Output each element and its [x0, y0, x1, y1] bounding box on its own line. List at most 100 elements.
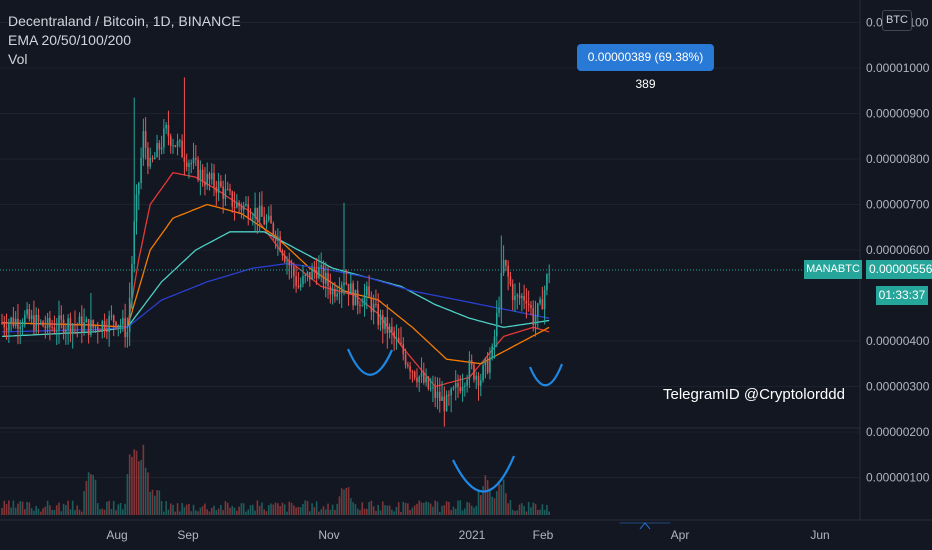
volume-bar [103, 509, 106, 515]
volume-bar [338, 496, 341, 515]
price-axis[interactable]: 0.000011000.000010000.000009000.00000800… [866, 15, 930, 484]
volume-bar [222, 510, 224, 515]
candle-body [272, 223, 275, 235]
candle-body [181, 140, 183, 158]
volume-bar [153, 495, 156, 515]
pattern-arc [528, 363, 564, 387]
price-tick-label: 0.00000200 [866, 425, 930, 439]
candle-body [74, 324, 76, 326]
volume-bar [17, 503, 19, 515]
volume-bar [65, 504, 67, 515]
legend-volume[interactable]: Vol [8, 51, 28, 67]
candle-body [530, 305, 532, 309]
volume-bar [176, 503, 179, 515]
volume-bar [516, 510, 519, 515]
candle-body [525, 300, 528, 304]
candle-body [188, 163, 190, 167]
candle-body [413, 371, 416, 378]
candle-body [459, 387, 462, 392]
candle-body [69, 318, 72, 333]
volume-bar [270, 503, 272, 515]
volume-bar [133, 449, 136, 515]
candle-body [160, 147, 163, 150]
candle-body [110, 315, 113, 317]
price-tick-label: 0.00000700 [866, 197, 930, 211]
candle-body [35, 314, 37, 331]
volume-bar [217, 508, 220, 515]
volume-bar [514, 510, 516, 515]
volume-bar [108, 500, 110, 515]
measure-tool[interactable] [619, 522, 671, 530]
candle-body [103, 321, 106, 331]
candle-body [352, 283, 354, 306]
volume-bar [366, 508, 368, 515]
candle-body [361, 305, 364, 307]
candle-body [322, 265, 325, 284]
price-tick-label: 0.00000100 [866, 470, 930, 484]
volume-bar [71, 500, 74, 515]
volume-bar [263, 509, 265, 515]
volume-bar [409, 510, 411, 515]
volume-bar [334, 509, 336, 515]
candle-body [51, 326, 53, 328]
candle-body [290, 265, 293, 267]
volume-bar [322, 506, 325, 515]
candle-body [345, 282, 348, 284]
candle-body [258, 205, 261, 221]
time-axis[interactable]: Aug Sep Nov 2021 Feb Apr Jun [106, 528, 829, 542]
volume-bar [112, 500, 115, 515]
candle-body [548, 274, 550, 276]
candle-body [60, 315, 63, 320]
price-tick-label: 0.00000300 [866, 379, 930, 393]
volume-bar [434, 500, 436, 515]
volume-bar [131, 456, 133, 515]
candle-body [457, 383, 459, 388]
candle-body [147, 147, 149, 167]
candle-body [368, 286, 370, 297]
candle-body [252, 217, 254, 219]
candle-body [425, 376, 427, 383]
candle-body [521, 295, 523, 299]
volume-bar [418, 500, 421, 515]
volume-bar [195, 510, 197, 515]
volume-bar [372, 506, 375, 515]
candle-body [450, 388, 452, 396]
volume-bar [407, 503, 409, 515]
volume-bar [381, 501, 384, 515]
candle-body [293, 266, 295, 277]
volume-bar [473, 507, 475, 515]
candle-body [217, 181, 220, 193]
legend-indicator[interactable]: EMA 20/50/100/200 [8, 32, 131, 48]
candle-body [473, 364, 475, 380]
volume-bar [277, 503, 279, 515]
volume-bar [279, 506, 281, 515]
measure-label[interactable]: 0.00000389 (69.38%) 389 [577, 44, 714, 91]
candle-body [509, 276, 512, 285]
candle-body [119, 324, 122, 326]
volume-bar [201, 506, 204, 515]
candle-body [480, 380, 482, 386]
volume-bar [304, 500, 307, 515]
chart-legend: Decentraland / Bitcoin, 1D, BINANCE EMA … [8, 12, 241, 69]
volume-bar [1, 508, 3, 515]
volume-bar [55, 505, 58, 515]
volume-bar [354, 504, 357, 515]
candle-body [482, 365, 484, 381]
currency-button[interactable]: BTC [882, 10, 912, 31]
volume-bar [461, 510, 464, 515]
volume-bar [94, 479, 97, 515]
volume-bar [169, 503, 172, 515]
candle-body [236, 202, 238, 208]
candle-body [14, 318, 17, 326]
volume-bar [158, 490, 161, 515]
volume-bar [160, 501, 163, 515]
candle-body [261, 205, 263, 217]
candle-body [313, 268, 316, 271]
candle-body [286, 260, 288, 262]
volume-bar [28, 502, 31, 515]
candle-body [470, 360, 473, 365]
volume-bar [265, 511, 268, 515]
legend-title[interactable]: Decentraland / Bitcoin, 1D, BINANCE [8, 13, 241, 29]
candle-body [270, 215, 272, 224]
